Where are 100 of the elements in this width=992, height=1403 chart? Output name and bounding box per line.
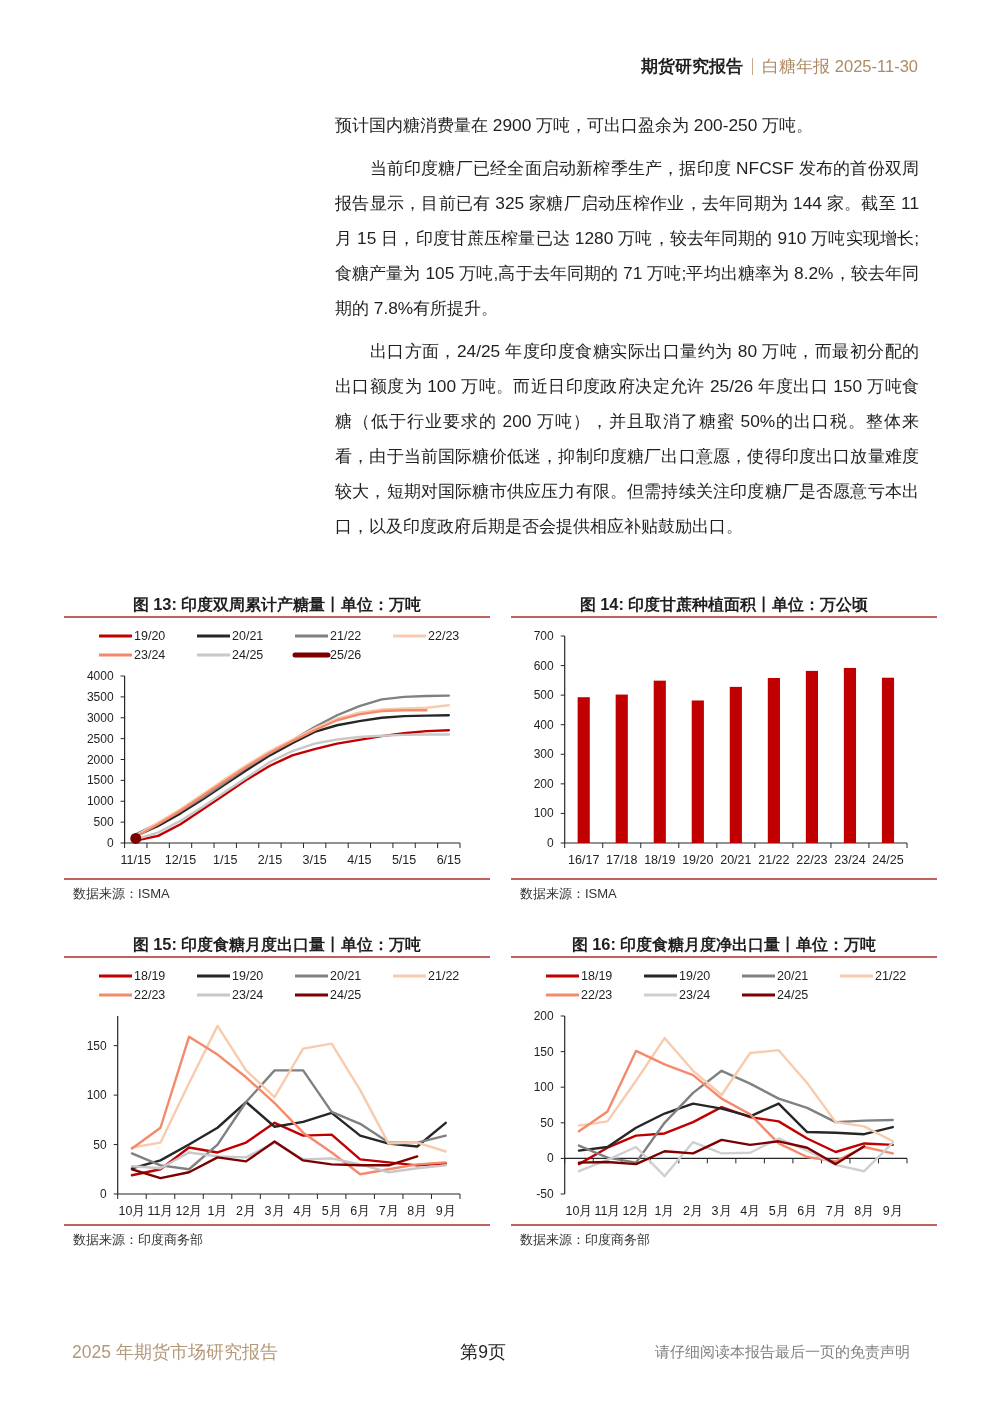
annotation: 数据来源：ISMA	[520, 885, 617, 901]
x-tick-label: 1/15	[213, 853, 238, 867]
y-tick-label: 3000	[86, 710, 114, 725]
x-tick-label: 5月	[321, 1204, 342, 1218]
y-tick-label: 500	[533, 688, 554, 703]
legend-label: 23/24	[134, 648, 166, 662]
y-tick-label: 150	[86, 1038, 107, 1053]
x-tick-label: 6月	[797, 1204, 818, 1218]
x-tick-label: 2月	[236, 1204, 257, 1218]
y-tick-label: 50	[93, 1137, 107, 1152]
y-tick-label: 400	[533, 717, 554, 732]
y-tick-label: 0	[547, 1151, 554, 1166]
y-tick-label: 0	[547, 836, 554, 850]
x-tick-label: 23/24	[834, 853, 866, 867]
x-tick-label: 3月	[711, 1204, 732, 1218]
y-tick-label: 2500	[86, 731, 114, 746]
legend-label: 22/23	[428, 629, 460, 643]
x-tick-label: 9月	[435, 1204, 456, 1218]
x-tick-label: 2月	[683, 1204, 704, 1218]
y-tick-label: 2000	[86, 752, 114, 767]
y-tick-label: 0	[106, 836, 114, 850]
x-tick-label: 12月	[175, 1204, 203, 1218]
x-tick-label: 4月	[740, 1204, 761, 1218]
x-tick-label: 5/15	[391, 853, 417, 867]
y-tick-label: 50	[540, 1115, 554, 1130]
text: 2025 年期货市场研究报告	[72, 1341, 278, 1364]
legend-label: 20/21	[777, 969, 809, 983]
y-tick-label: 1000	[86, 794, 114, 809]
y-tick-label: 150	[533, 1044, 554, 1059]
x-tick-label: 7月	[825, 1204, 846, 1218]
x-tick-label: 10月	[118, 1204, 146, 1218]
x-tick-label: 11/15	[120, 853, 151, 867]
y-tick-label: 4000	[86, 669, 114, 683]
x-tick-label: 7月	[378, 1204, 399, 1218]
x-tick-label: 10月	[565, 1204, 593, 1218]
y-tick-label: 200	[533, 1009, 554, 1023]
y-tick-label: 700	[533, 629, 554, 643]
text: 预计国内糖消费量在 2900 万吨，可出口盈余为 200-250 万吨。	[335, 114, 815, 137]
x-tick-label: 17/18	[606, 853, 638, 867]
x-tick-label: 24/25	[872, 853, 904, 867]
x-tick-label: 3/15	[302, 853, 327, 867]
title: 图 13: 印度双周累计产糖量丨单位：万吨	[132, 595, 422, 613]
legend-label: 23/24	[232, 988, 264, 1002]
x-tick-label: 6/15	[436, 853, 461, 867]
x-tick-label: 2/15	[257, 853, 283, 867]
x-tick-label: 4月	[293, 1204, 314, 1218]
legend-label: 20/21	[232, 629, 264, 643]
y-tick-label: 200	[533, 776, 554, 791]
legend-label: 25/26	[330, 648, 362, 662]
x-tick-label: 20/21	[720, 853, 752, 867]
title: 图 16: 印度食糖月度净出口量丨单位：万吨	[571, 935, 877, 953]
text: 期货研究报告	[640, 56, 743, 78]
annotation: 数据来源：ISMA	[73, 885, 170, 901]
y-tick-label: 100	[533, 1080, 554, 1095]
legend-label: 22/23	[581, 988, 613, 1002]
legend-label: 18/19	[134, 969, 166, 983]
legend-label: 19/20	[679, 969, 711, 983]
x-tick-label: 16/17	[568, 853, 600, 867]
legend-label: 24/25	[232, 648, 264, 662]
legend-label: 21/22	[875, 969, 907, 983]
legend-label: 20/21	[330, 969, 362, 983]
x-tick-label: 11月	[594, 1204, 621, 1218]
x-tick-label: 12月	[622, 1204, 650, 1218]
x-tick-label: 19/20	[682, 853, 714, 867]
legend-label: 22/23	[134, 988, 166, 1002]
legend-label: 18/19	[581, 969, 613, 983]
x-tick-label: 18/19	[644, 853, 676, 867]
legend-label: 19/20	[232, 969, 264, 983]
legend-label: 23/24	[679, 988, 711, 1002]
x-tick-label: 22/23	[796, 853, 828, 867]
x-tick-label: 4/15	[347, 853, 372, 867]
annotation: 数据来源：印度商务部	[520, 1231, 650, 1247]
text: 请仔细阅读本报告最后一页的免责声明	[655, 1342, 910, 1362]
x-tick-label: 1月	[207, 1204, 228, 1218]
x-tick-label: 3月	[264, 1204, 285, 1218]
y-tick-label: 0	[100, 1187, 107, 1201]
legend-label: 24/25	[777, 988, 809, 1002]
y-tick-label: 100	[86, 1088, 107, 1103]
legend-label: 19/20	[134, 629, 166, 643]
x-tick-label: 6月	[350, 1204, 371, 1218]
text: 第9页	[459, 1341, 507, 1364]
x-tick-label: 21/22	[758, 853, 790, 867]
title: 图 14: 印度甘蔗种植面积丨单位：万公顷	[579, 595, 869, 613]
text: 出口方面，24/25 年度印度食糖实际出口量约为 80 万吨，而最初分配的出口额度为 100 万吨。而近日印度政府决定允许 25/26 年度出口 150 万吨食糖（低于行业要求的 200 万吨），并且取消了糖蜜 50%的出口税。整体来看，由于当前国际糖价低迷，抑制印度糖厂出口意愿，使得印度出口放量难度较大，短期对国际糖市供应压力有限。但需持续关注印度糖厂是否愿意亏本出口，以及印度政府后期是否会提供相应补贴鼓励出口。	[335, 340, 919, 538]
x-tick-label: 11月	[147, 1204, 174, 1218]
title: 图 15: 印度食糖月度出口量丨单位：万吨	[132, 935, 422, 953]
y-tick-label: 500	[93, 815, 114, 830]
legend-label: 21/22	[330, 629, 362, 643]
x-tick-label: 1月	[654, 1204, 675, 1218]
x-tick-label: 8月	[407, 1204, 428, 1218]
x-tick-label: 12/15	[164, 853, 197, 867]
legend-label: 21/22	[428, 969, 460, 983]
text: 白糖年报 2025-11-30	[762, 56, 918, 77]
x-tick-label: 9月	[882, 1204, 903, 1218]
x-tick-label: 5月	[768, 1204, 789, 1218]
y-tick-label: 300	[533, 747, 554, 762]
annotation: 数据来源：印度商务部	[73, 1231, 203, 1247]
y-tick-label: 100	[533, 806, 554, 821]
legend-label: 24/25	[330, 988, 362, 1002]
x-tick-label: 8月	[854, 1204, 875, 1218]
